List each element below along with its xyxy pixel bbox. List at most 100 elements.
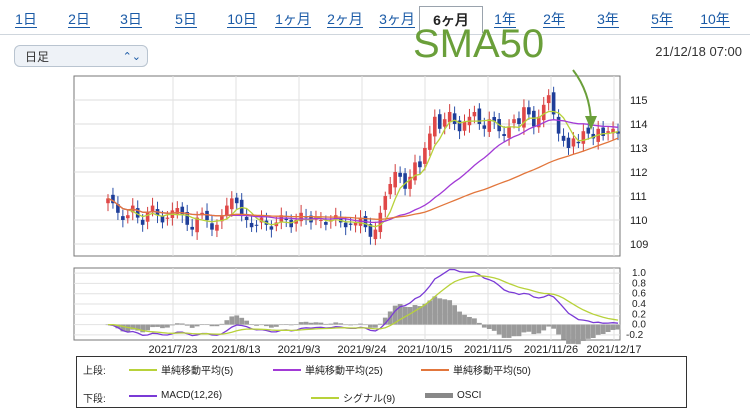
candle-body	[215, 224, 219, 231]
candle-body	[507, 126, 511, 138]
osci-bar	[268, 324, 274, 328]
macd-tick-label: 1.0	[632, 268, 646, 279]
tab-11[interactable]: 3年	[591, 6, 625, 32]
candle-body	[527, 107, 531, 115]
candle-body	[442, 119, 447, 127]
tab-1[interactable]: 2日	[64, 6, 94, 32]
osci-bar	[501, 324, 507, 338]
tab-10[interactable]: 2年	[537, 6, 571, 32]
osci-bar	[541, 324, 547, 331]
candle-body	[432, 116, 437, 137]
legend-text: MACD(12,26)	[161, 390, 223, 401]
osci-bar	[615, 324, 621, 330]
tab-2[interactable]: 3日	[116, 6, 146, 32]
osci-bar	[417, 306, 423, 325]
osci-bar	[422, 303, 428, 325]
price-tick-label: 113	[630, 143, 648, 155]
candle-body	[482, 125, 487, 129]
candle-body	[601, 127, 605, 136]
osci-bar	[481, 324, 487, 328]
legend-item: 単純移動平均(25)	[273, 362, 383, 377]
candle-body	[294, 220, 298, 224]
macd-tick-label: 0.8	[632, 278, 646, 289]
osci-bar	[150, 324, 155, 328]
osci-bar	[407, 307, 413, 325]
tab-13[interactable]: 10年	[695, 6, 735, 32]
osci-bar	[348, 324, 354, 326]
candle-body	[368, 224, 373, 237]
tab-label: 10年	[700, 11, 730, 28]
price-tick-label: 111	[630, 191, 647, 203]
tab-9[interactable]: 1年	[488, 6, 522, 32]
osci-bar	[199, 324, 205, 325]
legend-item: OSCI	[425, 390, 481, 401]
tab-5[interactable]: 1ヶ月	[271, 6, 315, 32]
tab-3[interactable]: 5日	[171, 6, 201, 32]
x-tick-label: 2021/7/23	[149, 344, 198, 356]
candle-body	[126, 215, 130, 219]
price-tick-label: 115	[630, 95, 648, 107]
x-tick-label: 2021/10/15	[397, 344, 452, 356]
candle-body	[447, 112, 452, 123]
legend-item: シグナル(9)	[311, 390, 395, 405]
tab-0[interactable]: 1日	[13, 6, 39, 32]
candle-body	[452, 113, 457, 124]
tab-8[interactable]: 6ヶ月	[419, 6, 483, 33]
tab-6[interactable]: 2ヶ月	[323, 6, 367, 32]
osci-bar	[318, 322, 324, 325]
macd-tick-label: 0.4	[632, 299, 646, 310]
tab-4[interactable]: 10日	[224, 6, 260, 32]
candle-body	[229, 198, 234, 210]
osci-bar	[313, 322, 319, 325]
interval-select[interactable]: 日足 ⌃⌄	[14, 45, 148, 67]
tab-label: 10日	[227, 11, 257, 28]
tab-7[interactable]: 3ヶ月	[375, 6, 419, 32]
candle-body	[487, 119, 492, 132]
osci-bar	[115, 324, 121, 329]
candle-body	[254, 224, 259, 226]
legend: 上段: 下段: 単純移動平均(5) 単純移動平均(25) 単純移動平均(50) MAC…	[76, 356, 687, 408]
candle-body	[259, 217, 264, 223]
candle-body	[195, 217, 199, 233]
osci-bar	[363, 324, 368, 326]
candle-body	[576, 141, 581, 144]
tab-label: 2年	[543, 11, 565, 28]
osci-bar	[278, 324, 284, 326]
tab-label: 2ヶ月	[327, 11, 363, 28]
candle-body	[492, 117, 497, 122]
osci-bar	[526, 324, 532, 332]
candle-body	[353, 222, 358, 226]
osci-bar	[125, 324, 131, 332]
osci-bar	[585, 324, 591, 339]
candle-body	[190, 226, 194, 230]
macd-tick-label: -0.2	[626, 330, 644, 341]
candle-body	[160, 215, 165, 223]
osci-bar	[229, 316, 235, 325]
legend-item: MACD(12,26)	[129, 390, 222, 401]
candle-body	[418, 161, 422, 168]
osci-bar	[140, 324, 146, 333]
x-tick-label: 2021/9/3	[278, 344, 321, 356]
osci-bar	[288, 324, 294, 326]
price-tick-label: 112	[630, 167, 648, 179]
period-tabs: 1日 2日 3日 5日 10日 1ヶ月 2ヶ月 3ヶ月 6ヶ月 1年 2年 3年 5年 10年	[0, 0, 750, 35]
signal-line	[107, 275, 619, 335]
x-tick-label: 2021/8/13	[212, 344, 261, 356]
osci-bar	[214, 324, 220, 327]
osci-bar	[179, 323, 185, 325]
tab-label: 1ヶ月	[275, 11, 311, 28]
candle-body	[398, 172, 402, 177]
osci-bar	[343, 324, 349, 326]
osci-bar	[506, 324, 512, 338]
osci-bar	[293, 324, 299, 325]
osci-bar	[556, 324, 561, 335]
legend-swatch	[425, 393, 453, 398]
osci-bar	[338, 323, 344, 325]
tab-12[interactable]: 5年	[645, 6, 679, 32]
candle-body	[111, 194, 115, 204]
tab-label: 1年	[494, 11, 516, 28]
candle-body	[546, 95, 551, 104]
candle-body	[477, 108, 482, 124]
legend-upper-label: 上段:	[83, 366, 106, 377]
osci-bar	[165, 324, 170, 328]
